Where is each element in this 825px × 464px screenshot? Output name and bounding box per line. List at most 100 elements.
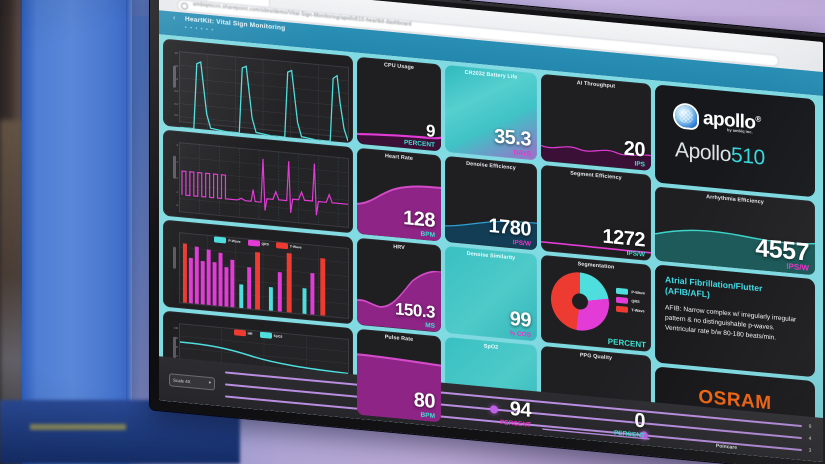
kpi-value: 35.3: [494, 124, 531, 151]
afib-info-card: Atrial Fibrillation/Flutter (AFIB/AFL) A…: [655, 264, 815, 378]
kpi-value: 1780: [488, 214, 532, 241]
kpi-hrv[interactable]: HRV 150.3 MS: [357, 237, 441, 333]
kpi-value: 1272: [602, 225, 646, 252]
scale-select-label: Scale 4X: [173, 377, 191, 384]
kpi-title: Denoise Efficiency: [466, 160, 516, 171]
legend-item-qrs: QRS: [616, 296, 645, 306]
legend-label: SpO2: [273, 333, 283, 339]
kpi-unit: MS: [425, 321, 435, 330]
sparkline: [541, 235, 651, 261]
kpi-title: PPG Quality: [579, 351, 613, 361]
monitor: ambiqmicro.sharepoint.com/sites/demo/Vit…: [150, 0, 825, 464]
sparkline: [541, 425, 651, 442]
kpi-column-1: CPU Usage 9 PERCENT Heart Rate: [357, 56, 441, 423]
legend-label: T-Wave: [631, 308, 645, 314]
slider-value: 9: [808, 423, 812, 430]
ecg-plot: [179, 141, 349, 228]
kpi-unit: BPM: [420, 230, 435, 239]
lock-icon: [181, 1, 188, 10]
ppg-trace: [180, 54, 349, 143]
pillar-edge: [126, 0, 132, 464]
kpi-pulse-rate[interactable]: Pulse Rate 80 BPM: [357, 328, 441, 423]
afib-body: AFIB: Narrow complex w/ irregularly irre…: [665, 304, 797, 342]
legend-label: QRS: [631, 299, 640, 304]
chart-scrollbar[interactable]: [173, 337, 176, 360]
kpi-cpu-usage[interactable]: CPU Usage 9 PERCENT: [357, 56, 441, 152]
blue-pillar: [22, 0, 130, 464]
kpi-title: CR2032 Battery Life: [464, 69, 518, 81]
slider-knob[interactable]: [490, 405, 499, 414]
sparkline: [655, 219, 815, 276]
kpi-unit: DAYS: [513, 148, 531, 158]
kpi-column-2: CR2032 Battery Life 35.3 DAYS Denoise Ef…: [445, 64, 537, 432]
legend-item-p-wave: P-Wave: [616, 287, 645, 297]
apollo-byline: by ambiq Inc.: [727, 127, 753, 135]
kpi-unit: IPS: [634, 160, 645, 168]
donut-chart: [551, 269, 609, 334]
donut-hole: [572, 292, 588, 311]
ppg-chart[interactable]: 1.0 0.8 0.6 0.4 0.2 0.0: [163, 38, 353, 143]
donut-legend: P-Wave QRS T-Wave: [616, 287, 645, 315]
chevron-down-icon: ▾: [208, 379, 211, 386]
chart-scrollbar[interactable]: [173, 65, 176, 89]
sparkline: [357, 90, 441, 152]
kpi-column-3: AI Throughput 20 IPS Segment Efficiency: [541, 73, 651, 443]
scale-select[interactable]: Scale 4X ▾: [169, 372, 215, 390]
kpi-denoise-efficiency[interactable]: Denoise Efficiency 1780 IPS/W: [445, 155, 537, 251]
kpi-denoise-similarity[interactable]: Denoise Similarity 99 % COS: [445, 245, 537, 341]
charts-column: 1.0 0.8 0.6 0.4 0.2 0.0: [163, 38, 353, 415]
afib-heading: Atrial Fibrillation/Flutter (AFIB/AFL): [665, 274, 763, 300]
kpi-heart-rate[interactable]: Heart Rate 128 BPM: [357, 147, 441, 242]
slider-value: 3: [808, 447, 812, 454]
kpi-title: CPU Usage: [384, 62, 414, 72]
kpi-arrhythmia-efficiency[interactable]: Arrhythmia Efficiency 4557 IPS/W: [655, 186, 815, 276]
kpi-value: 20: [623, 137, 645, 161]
legend-item-t-wave: T-Wave: [616, 305, 645, 315]
floor-marking: [30, 424, 126, 430]
slider-value: 4: [808, 435, 812, 442]
apollo-brand-card: apollo® by ambiq Inc. Apollo510: [655, 84, 815, 198]
donut-unit: PERCENT: [607, 336, 646, 350]
kpi-ppg-quality[interactable]: PPG Quality 0 PERCENT: [541, 345, 651, 443]
screen: ambiqmicro.sharepoint.com/sites/demo/Vit…: [159, 0, 823, 463]
kpi-value: 9: [426, 121, 435, 142]
kpi-value: 99: [509, 307, 531, 332]
kpi-value: 4557: [755, 233, 809, 267]
apollo-mark-icon: [675, 104, 697, 129]
kpi-value: 150.3: [394, 299, 435, 323]
kpi-title: Denoise Similarity: [466, 250, 516, 262]
kpi-title: Heart Rate: [385, 152, 413, 162]
segmentation-donut-card[interactable]: Segmentation P-Wave QRS: [541, 254, 651, 352]
ppg-y-axis: 1.0 0.8 0.6 0.4 0.2 0.0: [174, 52, 178, 118]
chart-scrollbar[interactable]: [173, 246, 176, 270]
sparkline: [357, 264, 441, 333]
kpi-title: SpO2: [483, 342, 499, 351]
segmentation-bar-chart[interactable]: P-Wave QRS T-Wave: [163, 219, 353, 324]
kpi-title: AI Throughput: [576, 80, 616, 90]
legend-label: QRS: [261, 241, 269, 247]
kpi-battery-life[interactable]: CR2032 Battery Life 35.3 DAYS: [445, 64, 537, 160]
kpi-title: Segment Efficiency: [570, 170, 622, 181]
sparkline: [357, 344, 441, 423]
kpi-ai-throughput[interactable]: AI Throughput 20 IPS: [541, 73, 651, 171]
poincare-label: Poincare: [715, 443, 737, 452]
segmentation-bar-plot: [179, 232, 349, 319]
ppg-plot: [179, 51, 349, 143]
kpi-title: HRV: [393, 244, 405, 252]
kpi-value: 128: [403, 206, 435, 232]
legend-label: P-Wave: [631, 290, 645, 296]
kpi-segment-efficiency[interactable]: Segment Efficiency 1272 IPS/W: [541, 164, 651, 262]
sparkline: [445, 207, 537, 251]
chart-scrollbar[interactable]: [173, 156, 176, 179]
kpi-unit: % COS: [509, 329, 531, 339]
legend-label: P-Wave: [228, 238, 241, 244]
back-chevron-icon[interactable]: ‹: [173, 14, 176, 22]
right-column: apollo® by ambiq Inc. Apollo510 Arrhythm…: [655, 84, 815, 458]
kpi-value: 80: [413, 388, 435, 413]
kpi-value: 0: [634, 409, 645, 433]
kpi-value: 94: [509, 397, 531, 422]
sparkline: [541, 131, 651, 171]
apollo-model-name: Apollo510: [675, 138, 765, 170]
